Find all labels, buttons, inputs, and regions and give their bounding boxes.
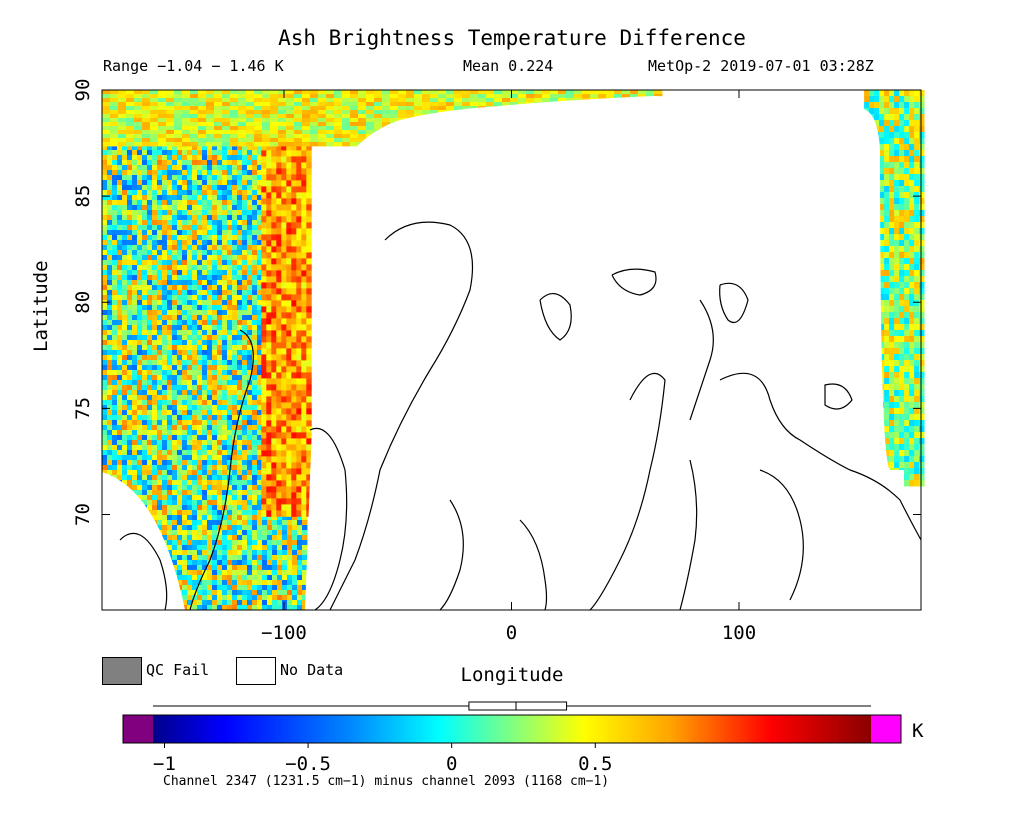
box-iqr (468, 701, 568, 711)
y-tick-label-1: 75 (72, 397, 94, 420)
swath-ridge-cells (261, 132, 312, 517)
no-data-region (305, 96, 904, 610)
colorbar-tick-label-3: 0.5 (578, 753, 612, 775)
x-tick-label-2: 100 (722, 622, 756, 644)
coastline-14 (679, 459, 698, 611)
x-tick-label-0: −100 (261, 622, 307, 644)
colorbar-unit: K (912, 720, 924, 742)
coastline-6 (611, 268, 657, 296)
coastline-10 (824, 383, 853, 410)
colorbar-over (871, 715, 901, 743)
coastline-2 (589, 372, 666, 611)
no-data-swatch (236, 657, 276, 685)
coastline-5 (539, 293, 572, 341)
coastlines (119, 221, 922, 611)
coastline-13 (759, 469, 804, 601)
chart-title: Ash Brightness Temperature Difference (278, 26, 746, 50)
data-field (102, 90, 925, 611)
colorbar-under (123, 715, 153, 743)
colorbar-tick-label-0: −1 (153, 753, 176, 775)
coastline-12 (519, 519, 548, 611)
colorbar: −1 −0.5 0 0.5 (122, 714, 902, 775)
coastline-4 (719, 372, 922, 541)
y-tick-label-4: 90 (72, 79, 94, 102)
distribution-box (153, 701, 871, 711)
range-info: Range −1.04 − 1.46 K (103, 57, 284, 75)
coastline-1 (309, 427, 348, 611)
coastline-7 (719, 282, 749, 324)
no-data-label: No Data (280, 661, 344, 679)
colorbar-frame (122, 714, 902, 744)
qc-fail-label: QC Fail (146, 661, 210, 679)
x-axis-label: Longitude (460, 664, 564, 686)
coastline-11 (439, 499, 464, 611)
mean-info: Mean 0.224 (463, 57, 554, 75)
y-tick-label-2: 80 (72, 291, 94, 314)
coastline-8 (189, 329, 254, 611)
coastline-0 (329, 221, 474, 611)
satellite-time-info: MetOp-2 2019-07-01 03:28Z (648, 57, 874, 75)
colorbar-tick-label-2: 0 (446, 753, 457, 775)
qc-fail-swatch (102, 657, 142, 685)
colorbar-caption: Channel 2347 (1231.5 cm−1) minus channel… (163, 774, 610, 789)
y-tick-label-3: 85 (72, 185, 94, 208)
colorbar-tick-label-1: −0.5 (285, 753, 331, 775)
coastline-9 (119, 532, 168, 611)
y-tick-label-0: 70 (72, 503, 94, 526)
coastline-3 (689, 299, 714, 421)
x-tick-label-1: 0 (506, 622, 517, 644)
